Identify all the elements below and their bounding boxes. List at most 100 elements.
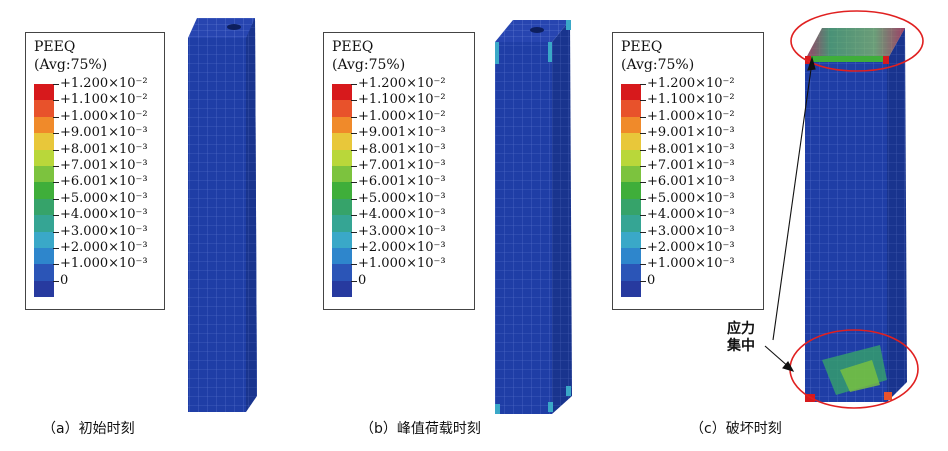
legend-swatch xyxy=(34,182,54,199)
legend-tick xyxy=(351,84,357,85)
legend-tick xyxy=(53,231,59,233)
legend-swatch xyxy=(332,149,352,166)
legend-swatch xyxy=(621,165,641,183)
legend-color-bar xyxy=(621,84,641,298)
legend-label: +6.001×10⁻³ xyxy=(358,174,446,190)
legend-swatch xyxy=(34,247,54,265)
legend-tick xyxy=(640,116,646,118)
legend-swatch xyxy=(332,182,352,199)
legend-swatch xyxy=(34,231,54,248)
legend-swatch xyxy=(621,231,641,248)
legend-label: +7.001×10⁻³ xyxy=(358,158,446,173)
legend-tick xyxy=(640,182,646,184)
legend-label: +1.000×10⁻² xyxy=(647,108,735,124)
legend-label: 0 xyxy=(60,272,69,288)
legend-label: +1.000×10⁻³ xyxy=(60,256,148,272)
legend-a: PEEQ (Avg:75%) +1.200×10⁻² +1.100×10⁻² +1.… xyxy=(25,32,165,310)
legend-swatch xyxy=(621,100,641,117)
legend-label: +1.000×10⁻² xyxy=(60,108,148,124)
legend-label: +9.001×10⁻³ xyxy=(358,125,446,141)
legend-label: +5.000×10⁻³ xyxy=(358,190,446,206)
legend-swatch xyxy=(34,133,54,150)
legend-tick xyxy=(53,264,59,266)
legend-tick xyxy=(53,215,59,217)
legend-label: +8.001×10⁻³ xyxy=(60,141,148,157)
legend-tick xyxy=(53,149,59,151)
legend-swatch xyxy=(34,116,54,134)
legend-tick xyxy=(351,264,357,266)
legend-label: +4.000×10⁻³ xyxy=(647,207,735,223)
stress-ellipse-top xyxy=(790,10,924,72)
legend-tick xyxy=(351,280,357,282)
legend-swatch xyxy=(34,165,54,183)
caption-b: （b）峰值荷载时刻 xyxy=(360,421,481,437)
annotation-arrows xyxy=(764,56,816,372)
legend-tick xyxy=(640,100,646,102)
legend-c: PEEQ (Avg:75%) +1.200×10⁻² +1.100×10⁻² +1.… xyxy=(612,32,764,310)
legend-swatch xyxy=(332,215,352,232)
legend-swatch xyxy=(621,198,641,216)
legend-swatch xyxy=(621,133,641,150)
legend-label: +1.000×10⁻³ xyxy=(647,256,735,272)
legend-swatch xyxy=(621,264,641,281)
caption-c: （c）破坏时刻 xyxy=(690,421,782,437)
legend-swatch xyxy=(332,231,352,248)
legend-tick xyxy=(640,149,646,151)
legend-tick xyxy=(53,133,59,135)
legend-color-bar xyxy=(332,84,352,298)
legend-swatch xyxy=(332,198,352,216)
legend-b: PEEQ (Avg:75%) +1.200×10⁻² +1.100×10⁻² +1.… xyxy=(323,32,475,310)
legend-swatch xyxy=(621,84,641,101)
legend-swatch xyxy=(332,247,352,265)
legend-label: +1.000×10⁻² xyxy=(358,108,446,124)
legend-label: +1.100×10⁻² xyxy=(60,92,148,108)
annotation-line2: 集中 xyxy=(727,338,755,354)
legend-subtitle: (Avg:75%) xyxy=(621,57,695,73)
legend-swatch xyxy=(332,116,352,134)
legend-color-bar xyxy=(34,84,54,298)
legend-label: +4.000×10⁻³ xyxy=(358,207,446,223)
legend-tick xyxy=(640,215,646,217)
legend-swatch xyxy=(621,116,641,134)
legend-tick xyxy=(351,198,357,200)
legend-swatch xyxy=(332,165,352,183)
legend-title: PEEQ xyxy=(332,39,374,55)
legend-label: +1.100×10⁻² xyxy=(647,92,735,108)
legend-tick xyxy=(640,231,646,233)
legend-subtitle: (Avg:75%) xyxy=(332,57,406,73)
legend-swatch xyxy=(621,182,641,199)
legend-tick xyxy=(351,133,357,135)
legend-tick xyxy=(640,133,646,135)
legend-label: +1.200×10⁻² xyxy=(647,76,735,91)
legend-title: PEEQ xyxy=(621,39,663,55)
legend-label: +3.000×10⁻³ xyxy=(60,223,148,239)
legend-label: +2.000×10⁻³ xyxy=(647,240,735,255)
stress-concentration-label: 应力 集中 xyxy=(727,321,755,355)
legend-tick xyxy=(53,116,59,118)
legend-label: +7.001×10⁻³ xyxy=(60,158,148,173)
legend-tick xyxy=(640,84,646,85)
legend-swatch xyxy=(34,280,54,298)
legend-label: +4.000×10⁻³ xyxy=(60,207,148,223)
legend-tick xyxy=(640,264,646,266)
legend-tick xyxy=(53,280,59,282)
legend-tick xyxy=(53,84,59,85)
legend-tick xyxy=(351,116,357,118)
legend-label: +8.001×10⁻³ xyxy=(647,141,735,157)
legend-tick xyxy=(53,166,59,167)
legend-label: +6.001×10⁻³ xyxy=(60,174,148,190)
legend-swatch xyxy=(34,198,54,216)
legend-tick xyxy=(351,149,357,151)
column-b xyxy=(495,20,572,414)
legend-label: +1.000×10⁻³ xyxy=(358,256,446,272)
legend-label: +1.200×10⁻² xyxy=(358,76,446,91)
legend-swatch xyxy=(621,149,641,166)
legend-label: +2.000×10⁻³ xyxy=(358,240,446,255)
legend-swatch xyxy=(34,264,54,281)
legend-label: 0 xyxy=(647,272,656,288)
legend-tick xyxy=(640,248,646,249)
legend-label: +8.001×10⁻³ xyxy=(358,141,446,157)
panel-a: PEEQ (Avg:75%) +1.200×10⁻² +1.100×10⁻² +1.… xyxy=(0,0,316,451)
legend-tick xyxy=(53,182,59,184)
